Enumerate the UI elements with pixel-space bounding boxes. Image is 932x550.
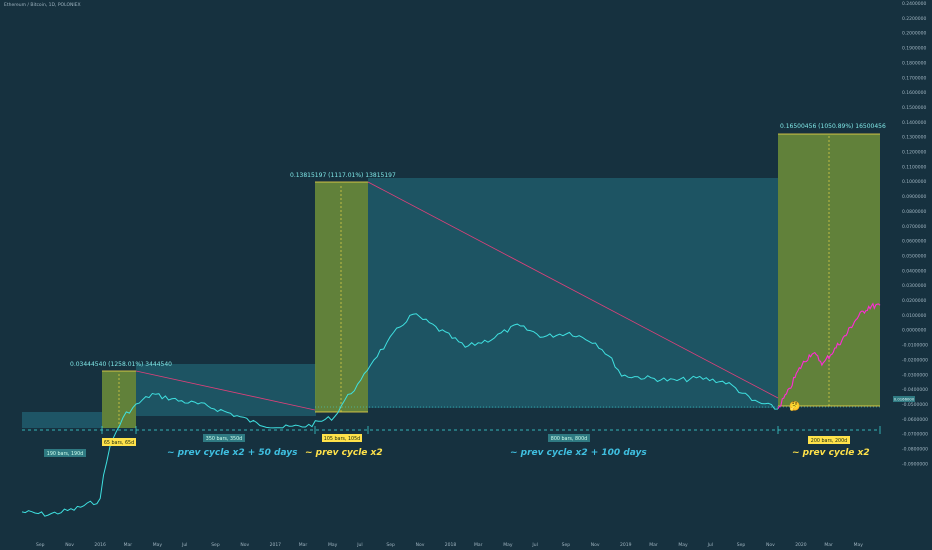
svg-text:800 bars, 800d: 800 bars, 800d <box>551 436 587 442</box>
x-tick-label: May <box>153 542 163 548</box>
svg-text:105 bars, 105d: 105 bars, 105d <box>324 436 360 442</box>
x-tick-label: May <box>678 542 688 548</box>
y-tick-label: -0.0500000 <box>902 402 928 408</box>
y-tick-label: 0.0000000 <box>902 328 926 334</box>
x-tick-label: 2020 <box>795 542 807 548</box>
x-tick-label: Sep <box>211 542 220 548</box>
x-tick-label: Jul <box>356 542 362 548</box>
price-series-line[interactable] <box>21 313 779 517</box>
y-tick-label: -0.0400000 <box>902 387 928 393</box>
measure-box-2[interactable] <box>315 182 368 412</box>
x-tick-label: Sep <box>562 542 571 548</box>
cycle-caption-1: ~ prev cycle x2 + 50 days <box>167 448 298 458</box>
x-tick-label: 2018 <box>445 542 457 548</box>
y-tick-label: 0.0400000 <box>902 268 926 274</box>
y-tick-label: 0.2200000 <box>902 16 926 22</box>
y-tick-label: 0.2400000 <box>902 1 926 7</box>
price-axis[interactable]: 0.2400000 0.2200000 0.2000000 0.1900000 0.18… <box>902 1 928 467</box>
trendline-2 <box>367 181 779 399</box>
y-tick-label: 0.2000000 <box>902 31 926 37</box>
range-box-3 <box>368 178 778 408</box>
range-box-1 <box>22 412 102 428</box>
range-badge-c: 800 bars, 800d <box>548 434 590 442</box>
y-tick-label: 0.1400000 <box>902 120 926 126</box>
x-tick-label: May <box>328 542 338 548</box>
y-tick-label: 0.0900000 <box>902 194 926 200</box>
x-tick-label: Sep <box>36 542 45 548</box>
y-tick-label: 0.1200000 <box>902 150 926 156</box>
y-tick-label: 0.0700000 <box>902 224 926 230</box>
x-tick-label: May <box>854 542 864 548</box>
x-tick-label: Jul <box>531 542 537 548</box>
chart-title: Ethereum / Bitcoin, 1D, POLONIEX <box>4 2 81 8</box>
thinking-emoji-icon: 🤔 <box>789 401 800 412</box>
y-tick-label: 0.1000000 <box>902 179 926 185</box>
move-label-2: 0.13815197 (1117.01%) 13815197 <box>290 172 396 179</box>
trendline-1 <box>135 370 316 411</box>
svg-text:200 bars, 200d: 200 bars, 200d <box>811 438 847 444</box>
cycle-caption-4: ~ prev cycle x2 <box>792 448 870 458</box>
x-tick-label: Nov <box>766 542 775 548</box>
y-tick-label: -0.0100000 <box>902 343 928 349</box>
y-tick-label: 0.1600000 <box>902 90 926 96</box>
x-tick-label: Jul <box>707 542 713 548</box>
cycle-caption-2: ~ prev cycle x2 <box>305 448 383 458</box>
x-tick-label: 2016 <box>94 542 106 548</box>
x-tick-label: May <box>503 542 513 548</box>
y-tick-label: -0.0300000 <box>902 372 928 378</box>
x-tick-label: Mar <box>299 542 308 548</box>
y-tick-label: 0.0800000 <box>902 209 926 215</box>
y-tick-label: 0.0100000 <box>902 313 926 319</box>
y-tick-label: 0.1100000 <box>902 164 926 170</box>
y-tick-label: 0.0200000 <box>902 298 926 304</box>
x-tick-label: Nov <box>240 542 249 548</box>
bars-badge-2: 105 bars, 105d <box>322 434 362 442</box>
y-tick-label: -0.0600000 <box>902 417 928 423</box>
projection-series-line[interactable] <box>777 302 881 409</box>
svg-text:0.0166000: 0.0166000 <box>894 397 915 402</box>
cycle-caption-3: ~ prev cycle x2 + 100 days <box>510 448 647 458</box>
x-tick-label: 2019 <box>620 542 632 548</box>
y-tick-label: 0.1800000 <box>902 60 926 66</box>
bars-badge-3: 200 bars, 200d <box>808 436 850 444</box>
x-tick-label: Mar <box>824 542 833 548</box>
x-tick-label: Mar <box>649 542 658 548</box>
x-tick-label: Jul <box>181 542 187 548</box>
x-tick-label: Sep <box>386 542 395 548</box>
y-tick-label: 0.1500000 <box>902 105 926 111</box>
range-box-2 <box>136 364 316 416</box>
x-tick-label: Mar <box>474 542 483 548</box>
bars-badge-1: 65 bars, 65d <box>102 438 136 446</box>
y-tick-label: 0.0500000 <box>902 253 926 259</box>
svg-text:350 bars, 350d: 350 bars, 350d <box>206 436 242 442</box>
y-tick-label: -0.0800000 <box>902 447 928 453</box>
move-label-3: 0.16500456 (1050.89%) 16500456 <box>780 123 886 130</box>
y-tick-label: 0.1300000 <box>902 135 926 141</box>
time-axis[interactable]: Sep Nov 2016 Mar May Jul Sep Nov 2017 Mar May Jul Se… <box>36 542 863 548</box>
price-badge: 0.0166000 <box>893 396 915 402</box>
svg-text:65 bars, 65d: 65 bars, 65d <box>104 440 134 446</box>
y-tick-label: 0.0300000 <box>902 283 926 289</box>
y-tick-label: 0.1700000 <box>902 75 926 81</box>
y-tick-label: 0.0600000 <box>902 239 926 245</box>
y-tick-label: 0.1900000 <box>902 46 926 52</box>
y-tick-label: -0.0200000 <box>902 357 928 363</box>
x-tick-label: 2017 <box>270 542 282 548</box>
x-tick-label: Nov <box>591 542 600 548</box>
x-tick-label: Nov <box>65 542 74 548</box>
x-tick-label: Mar <box>124 542 133 548</box>
x-tick-label: Nov <box>416 542 425 548</box>
range-badge-a: 190 bars, 190d <box>44 449 86 457</box>
y-tick-label: -0.0700000 <box>902 432 928 438</box>
y-tick-label: -0.0900000 <box>902 461 928 467</box>
x-tick-label: Sep <box>737 542 746 548</box>
svg-text:190 bars, 190d: 190 bars, 190d <box>47 451 83 457</box>
move-label-1: 0.03444540 (1258.01%) 3444540 <box>70 361 172 368</box>
range-badge-b: 350 bars, 350d <box>203 434 245 442</box>
